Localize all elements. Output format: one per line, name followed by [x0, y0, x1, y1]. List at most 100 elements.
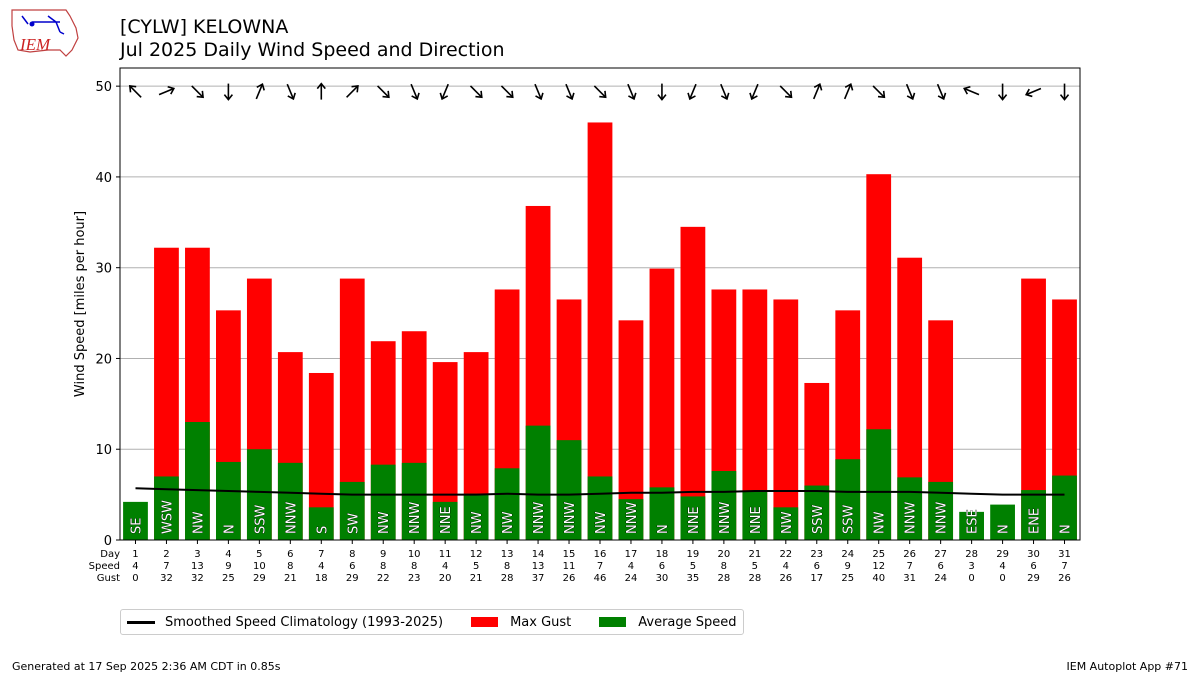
gust-label: 21	[284, 573, 297, 584]
gust-bar	[587, 122, 613, 540]
legend-item-average: Average Speed	[599, 615, 737, 630]
direction-label: WSW	[160, 500, 175, 534]
speed-label: 11	[563, 561, 576, 572]
gust-label: 37	[532, 573, 545, 584]
arrow-shaft	[593, 85, 607, 98]
speed-label: 5	[473, 561, 479, 572]
average-bar	[835, 459, 861, 540]
direction-label: N	[1059, 524, 1074, 534]
gust-bar	[773, 299, 799, 540]
direction-label: NNW	[718, 502, 733, 534]
average-bar	[154, 476, 179, 540]
direction-label: NW	[594, 511, 609, 534]
arrow-head	[475, 90, 483, 99]
direction-arrow	[905, 83, 916, 101]
average-bar	[742, 490, 768, 540]
direction-label: NNW	[532, 502, 547, 534]
arrow-shaft	[812, 83, 821, 100]
day-label: 17	[625, 549, 638, 560]
arrow-head	[256, 83, 265, 91]
day-label: 28	[965, 549, 978, 560]
arrow-head	[535, 92, 544, 101]
arrow-shaft	[936, 83, 945, 100]
legend-item-gust: Max Gust	[471, 615, 571, 630]
day-label: 26	[903, 549, 916, 560]
speed-label: 4	[783, 561, 789, 572]
arrow-head	[997, 94, 1008, 101]
gust-label: 25	[222, 573, 235, 584]
arrow-head	[844, 83, 854, 91]
arrow-shaft	[191, 85, 204, 98]
direction-arrow	[191, 85, 204, 99]
average-bar	[804, 485, 830, 540]
legend: Smoothed Speed Climatology (1993-2025) M…	[120, 609, 744, 635]
arrow-head	[287, 92, 296, 101]
day-label: 20	[718, 549, 731, 560]
arrow-head	[1024, 88, 1033, 98]
direction-arrow	[749, 83, 759, 101]
day-label: 5	[256, 549, 262, 560]
gust-label: 28	[718, 573, 731, 584]
day-label: 13	[501, 549, 514, 560]
day-label: 16	[594, 549, 607, 560]
average-bar	[587, 476, 613, 540]
direction-label: NW	[377, 511, 392, 534]
y-axis-label: Wind Speed [miles per hour]	[73, 211, 88, 397]
speed-label: 5	[752, 561, 758, 572]
gust-label: 26	[779, 573, 792, 584]
gust-label: 18	[315, 573, 328, 584]
day-label: 10	[408, 549, 421, 560]
average-bar	[185, 422, 210, 540]
chart-title: [CYLW] KELOWNA	[120, 16, 289, 38]
direction-arrow	[963, 85, 980, 96]
speed-label: 6	[937, 561, 943, 572]
gust-label: 29	[1027, 573, 1040, 584]
average-bar	[432, 501, 458, 540]
gust-label: 29	[346, 573, 359, 584]
speed-label: 10	[253, 561, 266, 572]
average-bar	[216, 461, 241, 540]
day-label: 4	[225, 549, 231, 560]
x-axis-table: DaySpeedGust1402732313324925510296821741…	[89, 540, 1071, 584]
direction-labels: SE WSW NW N SSW NNW S SW NW NNW NNE NW NW NNW NNW NW NNW…	[129, 500, 1074, 535]
direction-arrow	[410, 83, 420, 101]
average-bar	[401, 462, 427, 540]
legend-swatch-gust	[471, 617, 499, 627]
arrow-head	[411, 92, 420, 101]
arrow-head	[599, 90, 607, 99]
average-bar	[649, 487, 675, 540]
direction-label: NNE	[749, 506, 764, 534]
row-label: Gust	[97, 573, 120, 584]
average-bar	[246, 449, 272, 540]
speed-label: 4	[318, 561, 324, 572]
speed-label: 6	[659, 561, 665, 572]
average-bar	[1021, 490, 1046, 540]
direction-arrow	[1059, 83, 1070, 101]
arrow-shaft	[286, 83, 295, 100]
direction-label: SE	[129, 518, 144, 534]
arrow-head	[1059, 94, 1070, 101]
arrow-shaft	[346, 85, 359, 98]
gust-label: 23	[408, 573, 421, 584]
direction-arrow	[872, 85, 886, 99]
arrow-head	[687, 92, 696, 101]
legend-swatch-average	[599, 617, 627, 627]
arrow-head	[196, 90, 204, 99]
direction-arrow	[627, 83, 637, 101]
direction-label: NNW	[408, 502, 423, 534]
day-label: 19	[687, 549, 700, 560]
speed-label: 8	[411, 561, 417, 572]
arrow-head	[566, 92, 575, 101]
arrow-shaft	[158, 87, 175, 96]
gust-label: 0	[968, 573, 974, 584]
day-label: 24	[841, 549, 854, 560]
direction-label: SW	[346, 513, 361, 534]
day-label: 2	[163, 549, 169, 560]
speed-label: 13	[191, 561, 204, 572]
direction-label: NNW	[904, 502, 919, 534]
arrow-head	[223, 94, 234, 101]
speed-label: 4	[999, 561, 1005, 572]
average-bar	[773, 507, 799, 540]
average-bar	[308, 507, 334, 540]
speed-label: 8	[504, 561, 510, 572]
